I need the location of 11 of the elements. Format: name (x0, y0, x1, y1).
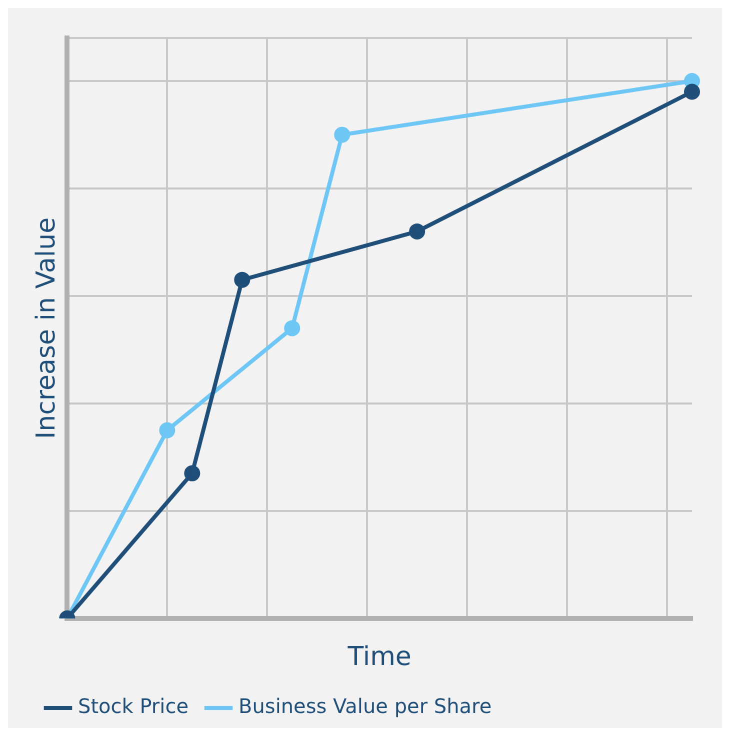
y-axis-title: Increase in Value (31, 217, 62, 440)
legend-label: Business Value per Share (238, 694, 492, 718)
point (284, 320, 300, 336)
point (409, 223, 426, 240)
point (334, 126, 350, 143)
x-axis-title: Time (346, 642, 412, 672)
point (234, 272, 250, 288)
legend-label: Stock Price (78, 694, 188, 718)
point (159, 422, 176, 438)
point (184, 465, 200, 482)
point (684, 84, 700, 100)
